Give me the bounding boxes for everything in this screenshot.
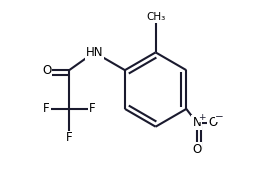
Text: F: F [66, 131, 73, 144]
Text: O: O [192, 143, 201, 156]
Text: N: N [192, 116, 201, 129]
Text: F: F [43, 102, 50, 115]
Text: +: + [198, 113, 206, 122]
Text: O: O [42, 64, 51, 77]
Text: F: F [89, 102, 95, 115]
Text: HN: HN [85, 46, 103, 59]
Text: −: − [215, 113, 223, 122]
Text: O: O [208, 116, 218, 129]
Text: CH₃: CH₃ [146, 12, 165, 22]
